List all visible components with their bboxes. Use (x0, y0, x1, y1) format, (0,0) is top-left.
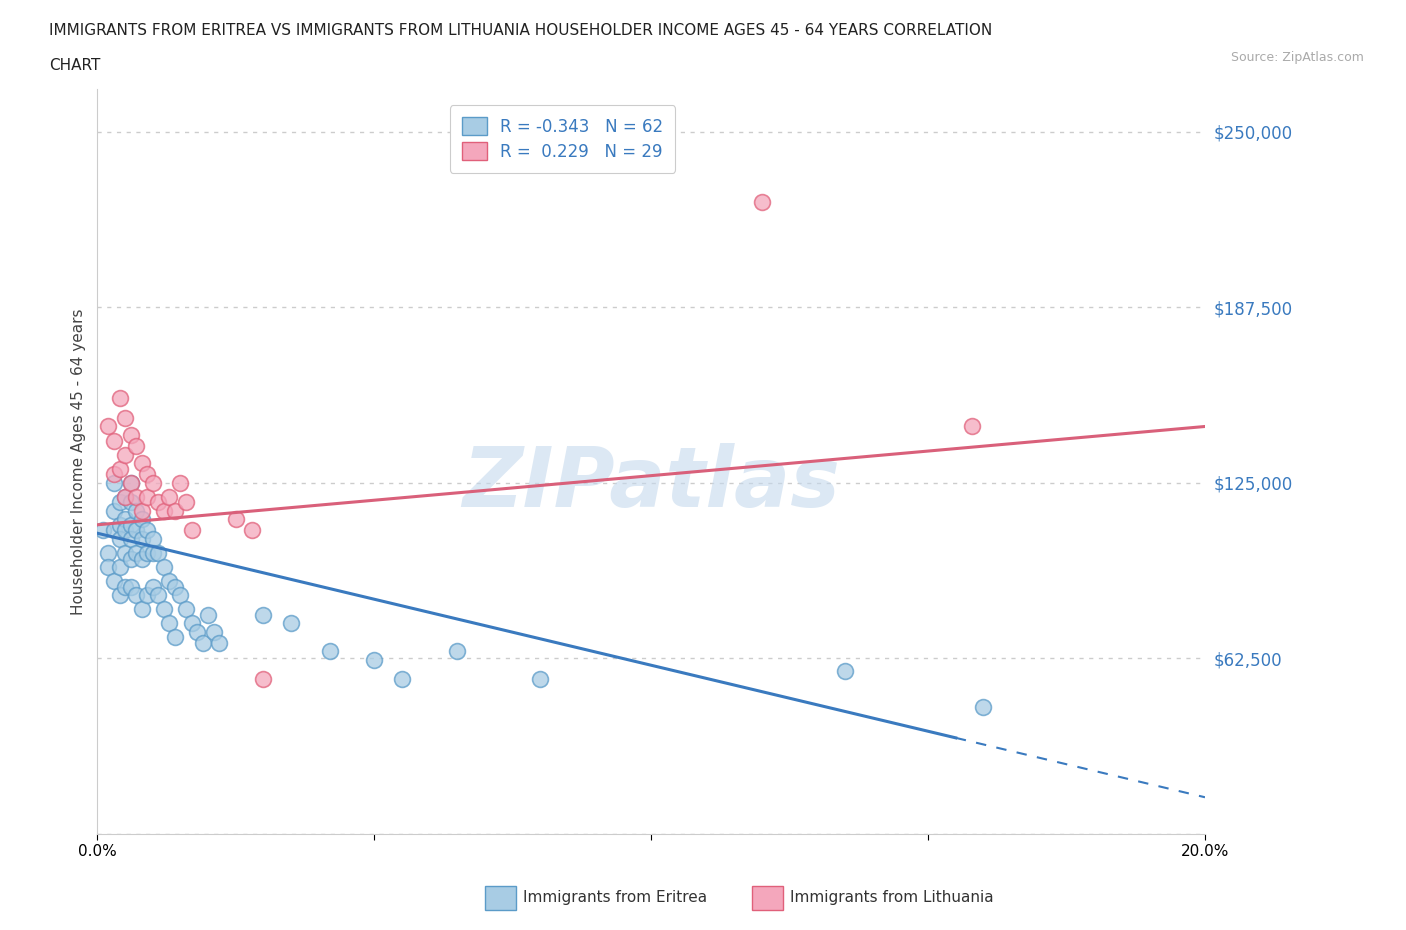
Point (174, 495, 197, 510)
Point (125, 439, 148, 454)
Point (142, 579, 165, 594)
Point (242, 523, 264, 538)
Point (280, 616, 302, 631)
Point (114, 512, 136, 526)
Text: CHART: CHART (49, 58, 101, 73)
Point (208, 635, 231, 650)
Text: Source: ZipAtlas.com: Source: ZipAtlas.com (1230, 51, 1364, 64)
Point (103, 467, 125, 482)
Point (108, 495, 131, 510)
Point (114, 411, 136, 426)
Point (103, 574, 125, 589)
Y-axis label: Householder Income Ages 45 - 64 years: Householder Income Ages 45 - 64 years (72, 309, 86, 615)
Point (136, 545, 159, 560)
Point (108, 517, 131, 532)
Point (125, 523, 148, 538)
Point (108, 588, 131, 603)
Point (97, 545, 120, 560)
Point (148, 588, 170, 603)
Point (120, 495, 142, 510)
Point (136, 523, 159, 538)
Point (125, 545, 148, 560)
Point (157, 574, 180, 589)
Point (120, 428, 142, 443)
Point (114, 447, 136, 462)
Point (125, 588, 148, 603)
Text: Immigrants from Lithuania: Immigrants from Lithuania (790, 890, 994, 905)
Point (153, 560, 176, 575)
Point (142, 475, 165, 490)
Point (108, 461, 131, 476)
Point (252, 671, 274, 686)
Point (103, 433, 125, 448)
Point (163, 630, 186, 644)
Point (131, 531, 153, 546)
Point (103, 503, 125, 518)
Point (446, 644, 468, 658)
Point (108, 560, 131, 575)
Point (153, 503, 176, 518)
Point (125, 503, 148, 518)
Point (962, 419, 984, 434)
Point (103, 475, 125, 490)
Point (142, 545, 165, 560)
Point (148, 545, 170, 560)
Point (103, 523, 125, 538)
Point (169, 475, 191, 490)
Point (225, 512, 247, 526)
Point (120, 517, 142, 532)
Point (131, 551, 153, 566)
Point (136, 588, 159, 603)
Point (97, 419, 120, 434)
Point (142, 531, 165, 546)
Point (180, 616, 202, 631)
Point (114, 489, 136, 504)
Point (157, 616, 180, 631)
Text: IMMIGRANTS FROM ERITREA VS IMMIGRANTS FROM LITHUANIA HOUSEHOLDER INCOME AGES 45 : IMMIGRANTS FROM ERITREA VS IMMIGRANTS FR… (49, 23, 993, 38)
Point (157, 489, 180, 504)
Point (131, 503, 153, 518)
Point (363, 652, 385, 667)
Point (131, 602, 153, 617)
Point (252, 607, 274, 622)
Point (197, 607, 219, 622)
Point (114, 545, 136, 560)
Point (114, 523, 136, 538)
Point (319, 644, 342, 658)
Point (136, 489, 159, 504)
Point (163, 503, 186, 518)
Point (180, 523, 202, 538)
Point (191, 635, 214, 650)
Point (136, 467, 159, 482)
Point (186, 624, 208, 639)
Point (125, 489, 148, 504)
Point (114, 489, 136, 504)
Point (148, 495, 170, 510)
Point (91, 523, 114, 538)
Point (529, 671, 551, 686)
Text: ZIPatlas: ZIPatlas (463, 444, 841, 525)
Point (163, 579, 186, 594)
Point (114, 579, 136, 594)
Point (391, 671, 413, 686)
Point (120, 531, 142, 546)
Point (108, 531, 131, 546)
Point (131, 456, 153, 471)
Point (169, 588, 191, 603)
Point (174, 602, 197, 617)
Point (120, 475, 142, 490)
Point (834, 663, 856, 678)
Point (751, 194, 773, 209)
Point (120, 551, 142, 566)
Point (972, 700, 994, 715)
Point (131, 512, 153, 526)
Point (153, 602, 176, 617)
Point (120, 579, 142, 594)
Point (97, 560, 120, 575)
Point (120, 475, 142, 490)
Point (108, 391, 131, 405)
Legend: R = -0.343   N = 62, R =  0.229   N = 29: R = -0.343 N = 62, R = 0.229 N = 29 (450, 105, 675, 172)
Text: Immigrants from Eritrea: Immigrants from Eritrea (523, 890, 707, 905)
Point (202, 624, 225, 639)
